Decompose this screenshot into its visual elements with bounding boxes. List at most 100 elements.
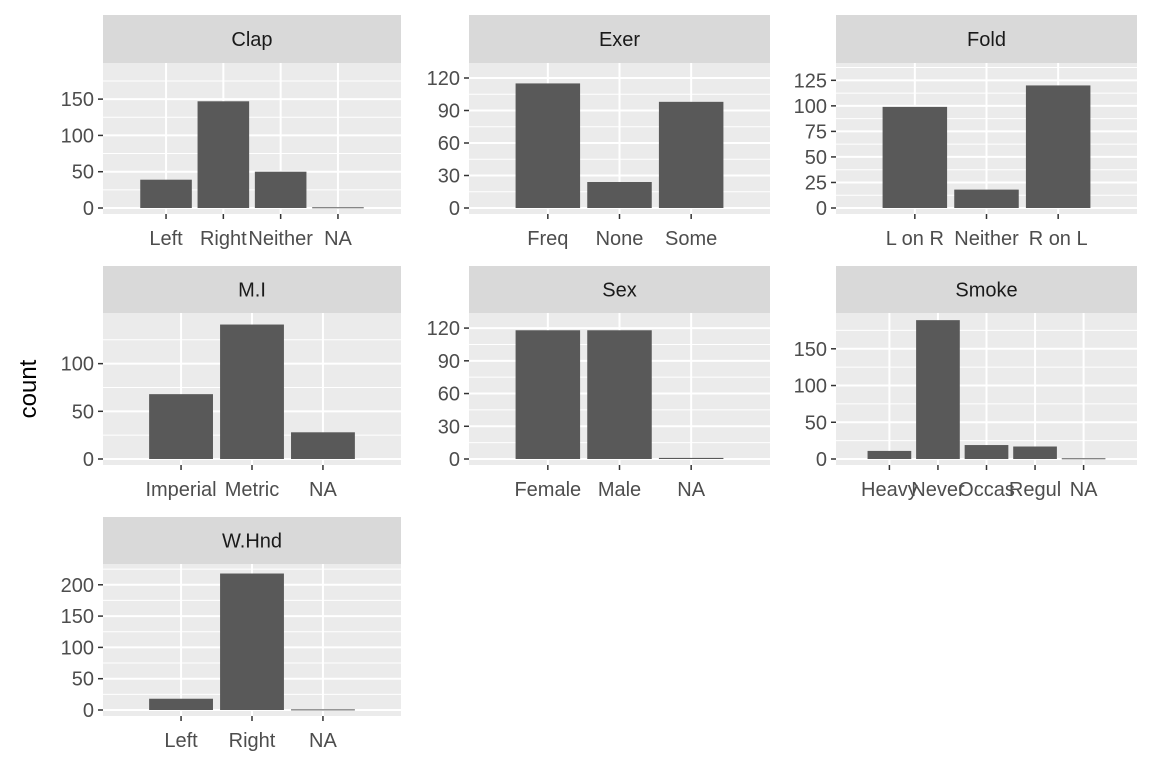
bar	[587, 330, 652, 459]
y-tick-label: 50	[72, 162, 94, 184]
y-tick-label: 0	[816, 198, 827, 220]
y-tick-label: 120	[427, 318, 460, 340]
y-tick-label: 100	[794, 96, 827, 118]
facet-strip	[836, 15, 1137, 63]
x-tick-label: Neither	[248, 228, 313, 250]
x-tick-label: None	[596, 228, 644, 250]
facet-panel: Sex 0 30 60 90 120 Female Male NA	[427, 266, 770, 501]
facet-title: M.I	[238, 280, 266, 302]
bar	[312, 207, 364, 209]
y-tick-label: 75	[805, 121, 827, 143]
x-tick-label: NA	[1070, 479, 1098, 501]
y-tick-label: 150	[794, 339, 827, 361]
y-tick-label: 100	[61, 125, 94, 147]
bar	[658, 457, 724, 459]
facet-strip	[103, 15, 401, 63]
bar	[658, 101, 724, 208]
bar	[515, 83, 581, 208]
bar	[587, 182, 652, 208]
x-tick-label: Right	[229, 730, 276, 752]
facet-title: Clap	[231, 29, 272, 51]
x-tick-label: NA	[309, 479, 337, 501]
facet-title: Smoke	[955, 280, 1017, 302]
x-tick-label: Freq	[527, 228, 568, 250]
bar	[140, 179, 192, 208]
y-tick-label: 125	[794, 70, 827, 92]
bar	[291, 432, 355, 459]
bar	[1025, 85, 1091, 208]
x-tick-label: Never	[911, 479, 965, 501]
bar	[220, 324, 284, 459]
y-tick-label: 50	[805, 147, 827, 169]
y-tick-label: 30	[438, 416, 460, 438]
y-axis-label: count	[15, 359, 42, 418]
x-tick-label: R on L	[1029, 228, 1088, 250]
x-tick-label: Metric	[225, 479, 279, 501]
y-tick-label: 0	[816, 449, 827, 471]
facet-panel: M.I 0 50 100 Imperial Metric NA	[61, 266, 401, 501]
x-tick-label: Some	[665, 228, 717, 250]
y-tick-label: 0	[83, 198, 94, 220]
bar	[515, 330, 581, 459]
facet-title: Exer	[599, 29, 640, 51]
bar	[254, 171, 307, 208]
x-tick-label: Imperial	[145, 479, 216, 501]
x-tick-label: Right	[200, 228, 247, 250]
x-tick-label: Left	[149, 228, 183, 250]
facet-strip	[469, 266, 770, 313]
y-tick-label: 150	[61, 606, 94, 628]
x-tick-label: NA	[309, 730, 337, 752]
facet-strip	[469, 15, 770, 63]
facet-panel: W.Hnd 0 50 100 150 200 Left Right NA	[61, 517, 401, 752]
facet-title: Sex	[602, 280, 636, 302]
bar	[220, 573, 284, 710]
bar	[291, 709, 355, 711]
x-tick-label: Regul	[1009, 479, 1061, 501]
bar	[197, 101, 250, 208]
x-tick-label: Neither	[954, 228, 1019, 250]
y-tick-label: 150	[61, 89, 94, 111]
bar	[1013, 446, 1057, 459]
facet-strip	[103, 517, 401, 564]
facet-strip	[836, 266, 1137, 313]
y-tick-label: 50	[805, 412, 827, 434]
bar	[882, 106, 948, 208]
facet-strip	[103, 266, 401, 313]
bar	[149, 394, 213, 459]
y-tick-label: 0	[83, 700, 94, 722]
y-tick-label: 0	[449, 449, 460, 471]
y-tick-label: 0	[449, 198, 460, 220]
y-tick-label: 90	[438, 101, 460, 123]
y-tick-label: 60	[438, 133, 460, 155]
x-tick-label: Heavy	[861, 479, 918, 501]
y-tick-label: 30	[438, 166, 460, 188]
facet-panel: Exer 0 30 60 90 120 Freq None Some	[427, 15, 770, 250]
y-tick-label: 120	[427, 68, 460, 90]
x-tick-label: Female	[514, 479, 581, 501]
y-tick-label: 100	[61, 637, 94, 659]
facet-panel: Clap 0 50 100 150 Left Right Neither NA	[61, 15, 401, 250]
x-tick-label: Left	[164, 730, 198, 752]
x-tick-label: L on R	[886, 228, 944, 250]
x-tick-label: Occas	[958, 479, 1015, 501]
x-tick-label: NA	[677, 479, 705, 501]
y-tick-label: 25	[805, 172, 827, 194]
bar	[1061, 458, 1106, 460]
facet-title: W.Hnd	[222, 531, 282, 553]
bar	[867, 450, 912, 459]
facet-panel: Fold 0 25 50 75 100 125 L on R Neither R on L	[794, 15, 1137, 250]
y-tick-label: 60	[438, 384, 460, 406]
facet-title: Fold	[967, 29, 1006, 51]
y-tick-label: 100	[61, 354, 94, 376]
y-tick-label: 90	[438, 351, 460, 373]
y-tick-label: 200	[61, 575, 94, 597]
y-tick-label: 100	[794, 376, 827, 398]
bar	[954, 189, 1019, 208]
bar	[964, 445, 1009, 459]
y-tick-label: 50	[72, 669, 94, 691]
bar	[149, 698, 213, 710]
